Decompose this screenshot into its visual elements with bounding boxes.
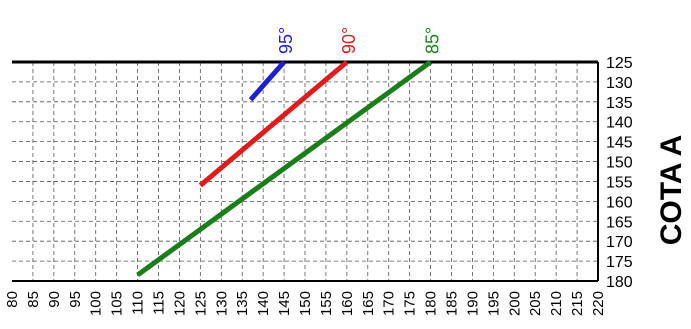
x-tick-label: 115 (151, 291, 168, 315)
y-axis-label: COTA A (655, 135, 688, 246)
y-tick-label: 130 (606, 75, 633, 92)
x-tick-label: 110 (130, 291, 147, 315)
y-tick-label: 150 (606, 155, 633, 172)
x-tick-label: 120 (171, 291, 188, 316)
series-line-0 (248, 60, 286, 102)
series-labels: 95° 90° 85° (276, 27, 443, 54)
x-tick-label: 210 (548, 291, 565, 316)
x-tick-label: 215 (569, 291, 586, 316)
x-tick-label: 205 (527, 291, 544, 316)
x-tick-label: 170 (381, 291, 398, 316)
y-tick-label: 180 (606, 274, 633, 291)
y-tick-label: 170 (606, 234, 633, 251)
y-tick-label: 125 (606, 55, 633, 72)
x-tick-label: 125 (192, 291, 209, 316)
y-tick-label: 145 (606, 135, 633, 152)
x-tick-label: 130 (213, 291, 230, 316)
series-label-2: 85° (423, 27, 443, 54)
x-tick-label: 80 (4, 291, 21, 308)
x-tick-label: 175 (402, 291, 419, 316)
y-tick-label: 140 (606, 115, 633, 132)
x-tick-label: 100 (88, 291, 105, 316)
x-tick-label: 145 (276, 291, 293, 316)
x-tick-label: 135 (234, 291, 251, 316)
y-tick-label: 160 (606, 194, 633, 211)
x-tick-label: 160 (339, 291, 356, 316)
y-tick-label: 135 (606, 95, 633, 112)
x-tick-label: 150 (297, 291, 314, 316)
x-tick-label: 185 (444, 291, 461, 316)
y-tick-label: 175 (606, 254, 633, 271)
x-tick-labels: 80 85 90 95 100 105 110 115 120 125 130 135 140 145 15… (4, 291, 607, 316)
x-tick-label: 220 (590, 291, 607, 316)
series-line-1 (198, 60, 349, 188)
x-tick-label: 200 (506, 291, 523, 316)
x-tick-label: 90 (46, 291, 63, 308)
x-tick-label: 180 (423, 291, 440, 316)
series-lines (136, 59, 433, 278)
x-tick-label: 165 (360, 291, 377, 316)
x-tick-label: 105 (109, 291, 126, 316)
x-tick-label: 155 (318, 291, 335, 316)
x-tick-label: 190 (464, 291, 481, 316)
x-tick-label: 95 (67, 291, 84, 308)
series-line-2 (136, 59, 433, 278)
y-tick-labels: 125 130 135 140 145 150 155 160 165 170 175 180 (606, 55, 633, 291)
x-tick-label: 140 (255, 291, 272, 316)
plot-frame (12, 60, 599, 282)
x-tick-label: 85 (25, 291, 42, 308)
y-tick-label: 155 (606, 174, 633, 191)
y-tick-label: 165 (606, 214, 633, 231)
series-label-1: 90° (339, 27, 359, 54)
series-label-0: 95° (276, 27, 296, 54)
x-tick-label: 195 (485, 291, 502, 316)
